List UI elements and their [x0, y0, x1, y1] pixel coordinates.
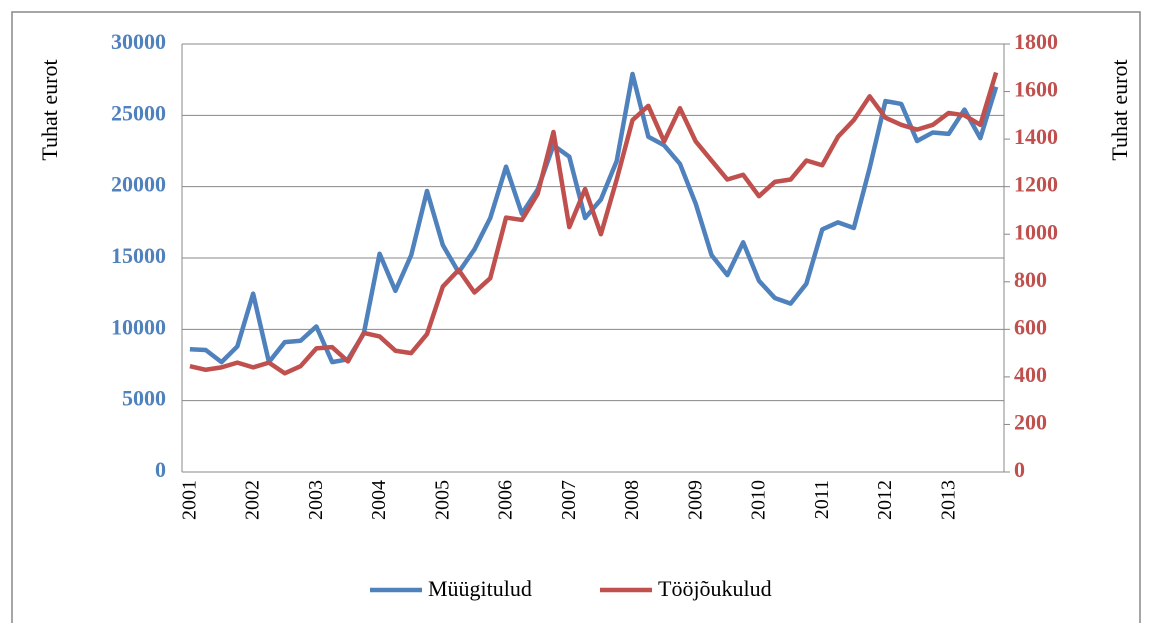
y-tick-label: 0 — [155, 457, 166, 482]
y-tick-label: 30000 — [111, 29, 166, 54]
y2-tick-label: 200 — [1014, 409, 1047, 434]
legend-label: Tööjõukulud — [658, 576, 772, 601]
x-tick-label: 2006 — [495, 480, 517, 520]
y-tick-label: 20000 — [111, 172, 166, 197]
y2-tick-label: 1600 — [1014, 77, 1058, 102]
y2-tick-label: 0 — [1014, 457, 1025, 482]
x-tick-label: 2004 — [368, 480, 390, 520]
x-tick-label: 2010 — [748, 480, 770, 520]
x-tick-label: 2011 — [811, 480, 833, 519]
x-tick-label: 2008 — [621, 480, 643, 520]
y2-axis-title: Tuhat eurot — [1107, 59, 1132, 160]
y2-tick-label: 600 — [1014, 314, 1047, 339]
y-tick-label: 25000 — [111, 100, 166, 125]
y-tick-label: 10000 — [111, 314, 166, 339]
x-tick-label: 2013 — [937, 480, 959, 520]
x-tick-label: 2007 — [558, 480, 580, 520]
y2-tick-label: 1200 — [1014, 172, 1058, 197]
x-tick-label: 2009 — [684, 480, 706, 520]
y-axis-title: Tuhat eurot — [37, 59, 62, 160]
x-tick-label: 2001 — [178, 480, 200, 520]
x-tick-label: 2005 — [431, 480, 453, 520]
series-line — [189, 71, 999, 376]
x-tick-label: 2012 — [874, 480, 896, 520]
y2-tick-label: 1000 — [1014, 219, 1058, 244]
y2-tick-label: 800 — [1014, 267, 1047, 292]
x-tick-label: 2002 — [242, 480, 264, 520]
x-tick-label: 2003 — [305, 480, 327, 520]
y-tick-label: 5000 — [122, 386, 166, 411]
chart-border — [11, 11, 1141, 623]
y2-tick-label: 1400 — [1014, 124, 1058, 149]
y-tick-label: 15000 — [111, 243, 166, 268]
y2-tick-label: 1800 — [1014, 29, 1058, 54]
y2-tick-label: 400 — [1014, 362, 1047, 387]
legend-label: Müügitulud — [428, 576, 532, 601]
